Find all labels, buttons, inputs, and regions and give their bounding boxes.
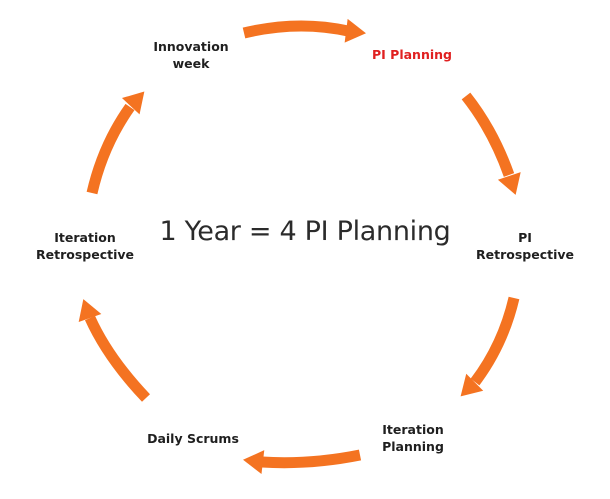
center-title: 1 Year = 4 PI Planning	[159, 216, 451, 247]
stage-label-innovation-week: Innovation week	[153, 39, 229, 71]
arrow-iteration-planning-to-daily-scrums	[243, 449, 362, 475]
arrow-head	[78, 299, 102, 322]
stage-label-daily-scrums: Daily Scrums	[147, 431, 239, 446]
arrow-head	[460, 373, 484, 397]
arrow-head	[497, 172, 521, 195]
arrow-shaft	[86, 103, 135, 195]
arrow-pi-retrospective-to-iteration-planning	[460, 296, 520, 397]
stage-label-iteration-retrospective: Iteration Retrospective	[36, 230, 134, 262]
arrow-shaft	[470, 296, 520, 386]
arrow-innovation-to-pi-planning	[242, 18, 366, 43]
arrow-shaft	[242, 20, 350, 39]
arrow-head	[121, 91, 145, 115]
arrow-iteration-retrospective-to-innovation-week	[86, 91, 145, 195]
arrow-head	[243, 450, 265, 475]
arrow-shaft	[461, 92, 515, 177]
stage-label-iteration-planning: Iteration Planning	[382, 422, 444, 454]
stage-label-pi-retrospective: PI Retrospective	[476, 230, 574, 262]
arrow-shaft	[261, 449, 362, 469]
arrow-pi-planning-to-pi-retrospective	[461, 92, 521, 195]
arrow-head	[344, 18, 366, 43]
stage-label-pi-planning: PI Planning	[372, 47, 452, 62]
arrow-daily-scrums-to-iteration-retrospective	[78, 299, 150, 402]
arrow-shaft	[84, 315, 150, 402]
